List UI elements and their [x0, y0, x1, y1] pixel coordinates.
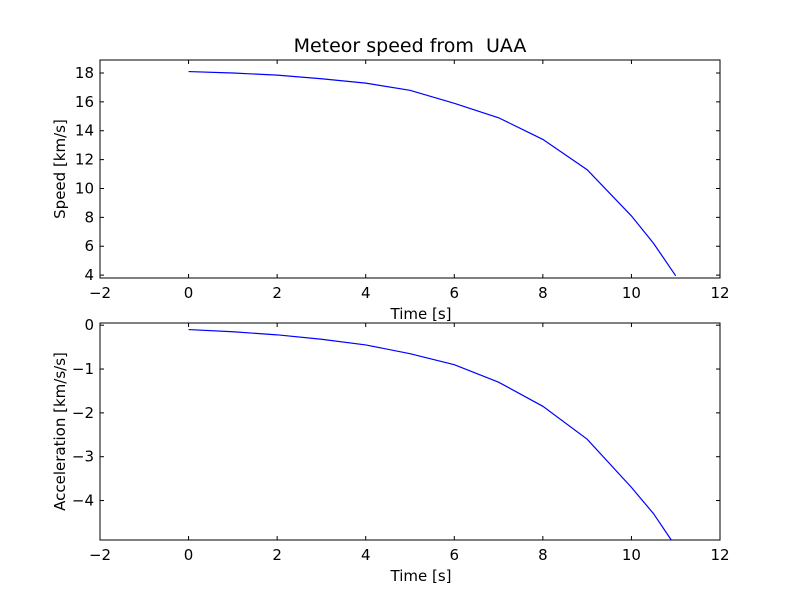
y-tick-label: 14 [75, 122, 94, 140]
plot-frame [99, 322, 721, 541]
x-tick-label: 10 [622, 284, 641, 302]
x-tick-label: 12 [710, 546, 729, 564]
x-tick-label: 8 [538, 284, 548, 302]
x-tick-label: 4 [361, 284, 371, 302]
x-axis-label: Time [s] [390, 305, 452, 323]
x-tick-label: 0 [184, 546, 194, 564]
x-tick-label: 12 [710, 284, 729, 302]
y-tick-label: 6 [84, 237, 94, 255]
y-tick-label: 0 [84, 316, 94, 334]
y-tick-label: −3 [72, 448, 94, 466]
y-tick-label: 18 [75, 64, 94, 82]
y-tick-label: 12 [75, 151, 94, 169]
chart-panel-1: −2 0 2 4 6 8 10 12 4 6 8 10 12 14 16 18 Time [s] Speed [k… [51, 35, 730, 323]
y-tick-label: −4 [72, 492, 94, 510]
x-tick-label: 2 [272, 284, 282, 302]
x-tick-label: 0 [184, 284, 194, 302]
chart-panel-2: −2 0 2 4 6 8 10 12 0 −1 −2 −3 −4 Time [s] Acceleration… [51, 316, 730, 585]
y-tick-label: 8 [84, 208, 94, 226]
x-axis-label: Time [s] [390, 567, 452, 585]
y-tick-label: 4 [84, 266, 94, 284]
x-tick-label: −2 [89, 546, 111, 564]
x-tick-label: 6 [450, 546, 460, 564]
plot-frame [99, 59, 721, 279]
series-line-1 [188, 70, 677, 277]
x-tick-label: 10 [622, 546, 641, 564]
chart-title: Meteor speed from UAA [294, 35, 527, 57]
y-axis-label: Acceleration [km/s/s] [51, 352, 69, 511]
y-tick-label: 10 [75, 179, 94, 197]
x-tick-label: 8 [538, 546, 548, 564]
series-line-1 [188, 328, 672, 541]
x-tick-label: −2 [89, 284, 111, 302]
y-tick-label: −1 [72, 360, 94, 378]
x-tick-label: 6 [450, 284, 460, 302]
y-tick-label: −2 [72, 404, 94, 422]
x-tick-label: 4 [361, 546, 371, 564]
x-tick-label: 2 [272, 546, 282, 564]
y-tick-label: 16 [75, 93, 94, 111]
y-axis-label: Speed [km/s] [51, 119, 69, 219]
